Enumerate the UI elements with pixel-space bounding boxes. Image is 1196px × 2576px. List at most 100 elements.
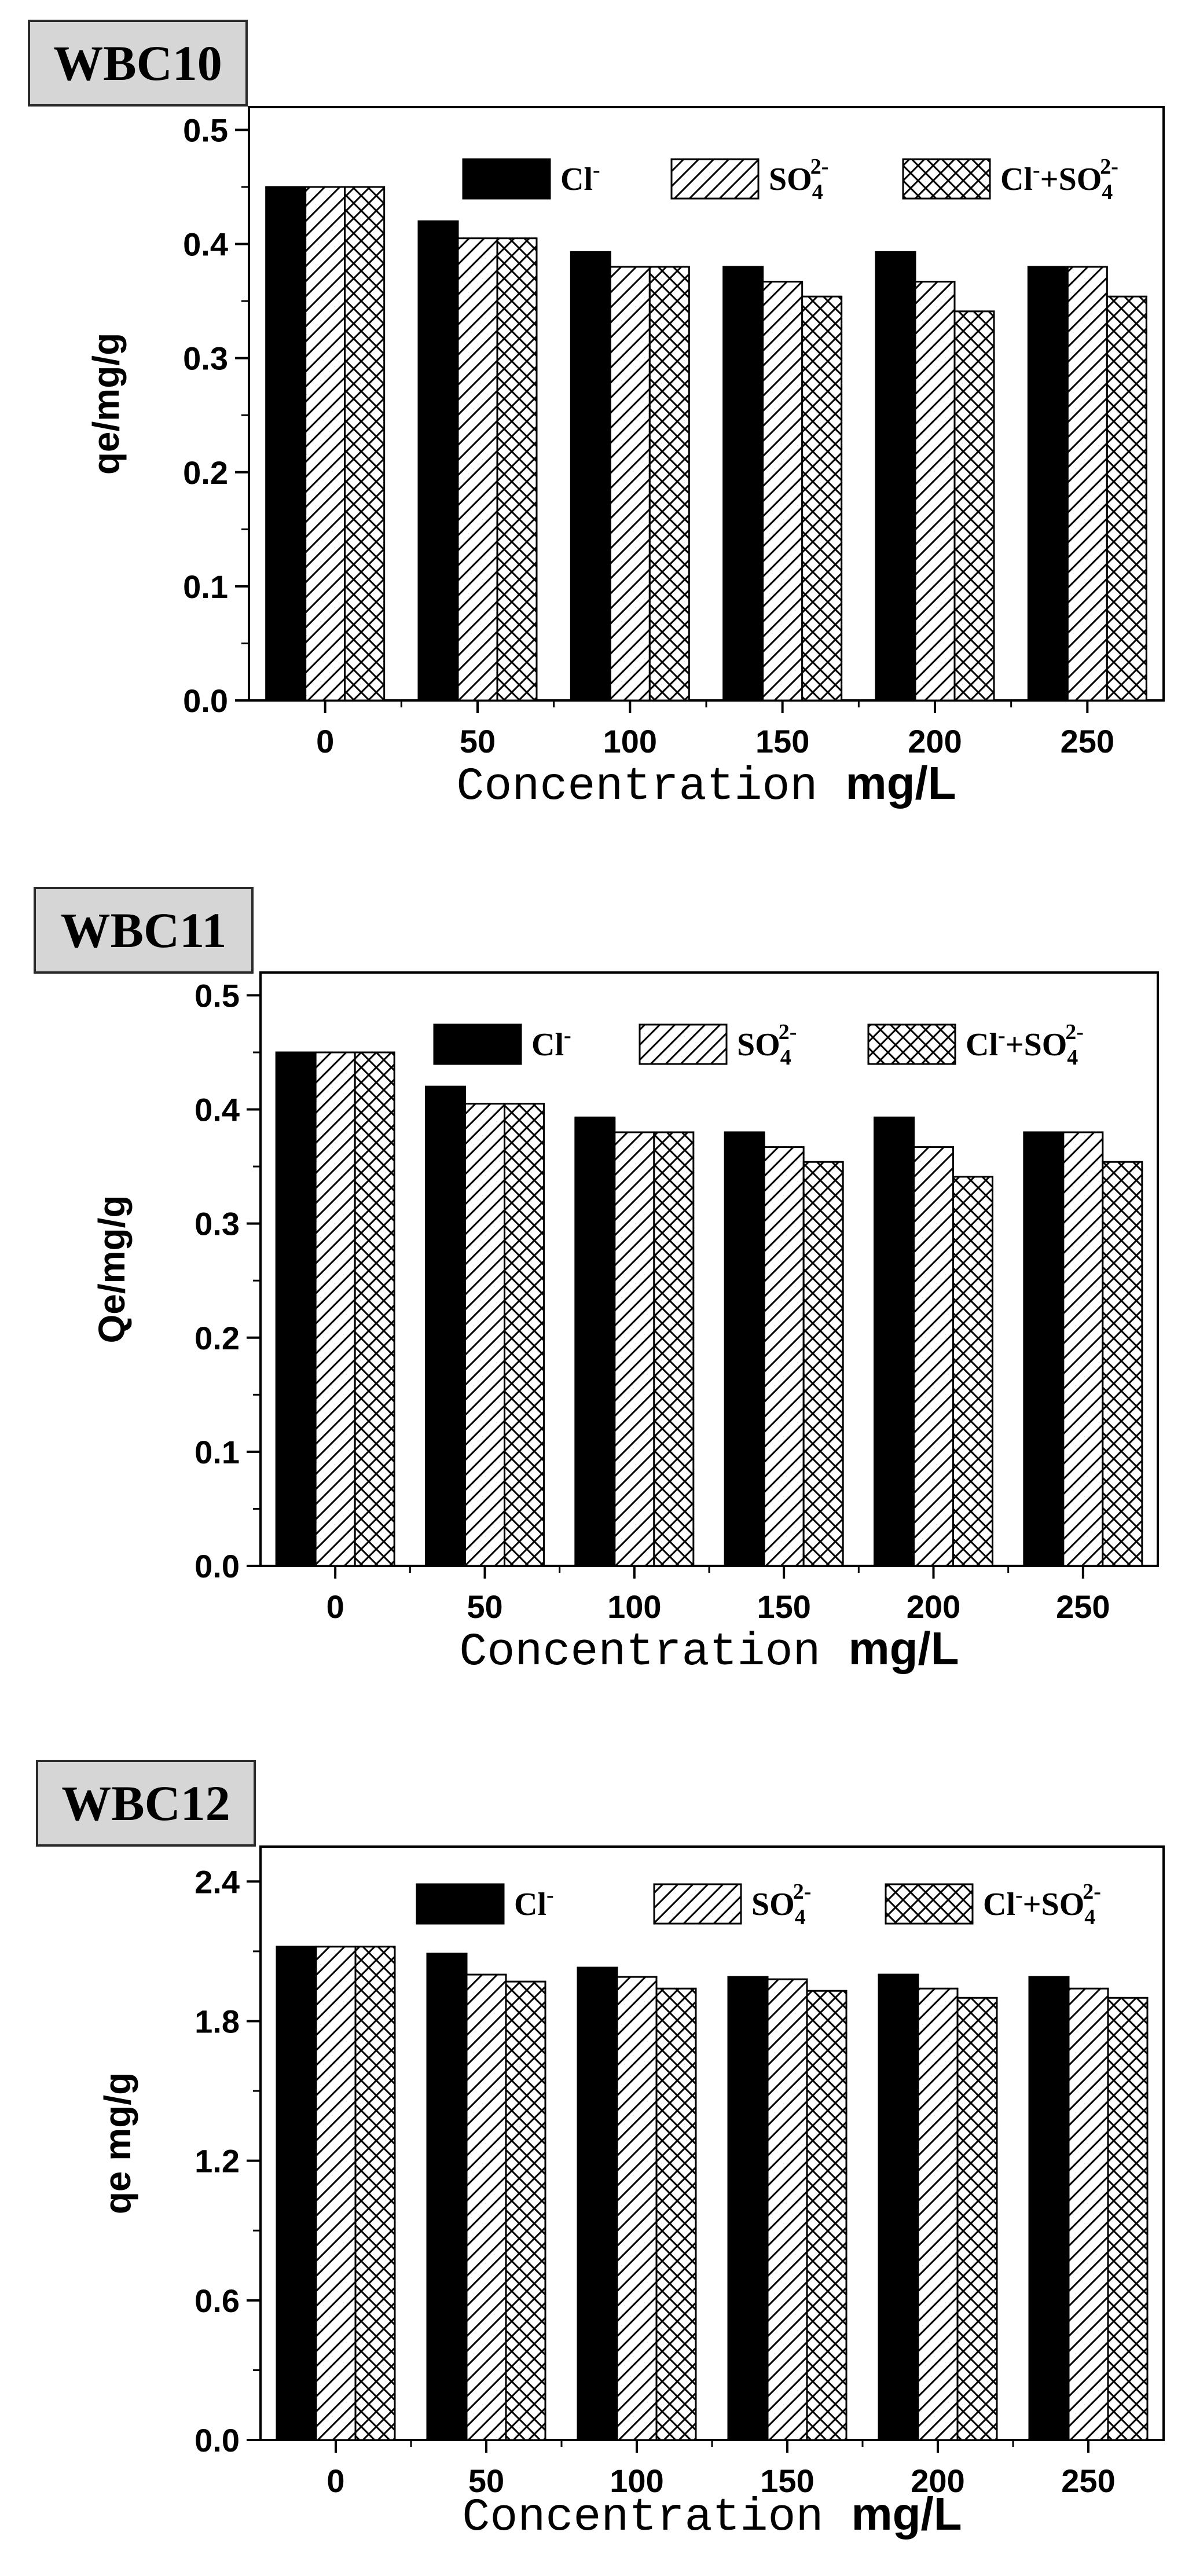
bar-cross-200 xyxy=(952,1176,993,1567)
x-tick-label: 150 xyxy=(755,723,809,759)
bar-solid-250 xyxy=(1027,266,1069,702)
bar-cross-50 xyxy=(504,1103,545,1567)
bar-cross-100 xyxy=(655,1987,697,2441)
x-tick-label: 150 xyxy=(757,1588,810,1625)
legend-label-cross: Cl-+SO42- xyxy=(1000,155,1118,204)
x-tick-label: 250 xyxy=(1056,1588,1110,1625)
y-axis-label: qe mg/g xyxy=(97,2072,138,2214)
legend-swatch-solid xyxy=(462,158,551,200)
bar-solid-150 xyxy=(724,1131,765,1567)
bar-hatch-100 xyxy=(609,266,651,702)
bar-hatch-150 xyxy=(766,1978,808,2441)
y-tick-label: 0.1 xyxy=(183,568,228,605)
bar-cross-200 xyxy=(956,1997,998,2441)
panel-label-wbc12: WBC12 xyxy=(36,1760,256,1847)
y-tick-label: 0.0 xyxy=(195,2422,240,2458)
y-tick-label: 0.3 xyxy=(195,1206,240,1242)
y-tick-label: 0.2 xyxy=(183,454,228,491)
bar-solid-0 xyxy=(265,186,307,702)
legend-label-hatch: SO42- xyxy=(769,155,828,204)
bar-solid-0 xyxy=(275,1051,317,1567)
bar-solid-100 xyxy=(574,1116,616,1567)
bar-hatch-0 xyxy=(315,1946,357,2441)
bar-hatch-250 xyxy=(1066,266,1108,702)
x-tick-label: 200 xyxy=(907,1588,960,1625)
bar-solid-50 xyxy=(425,1085,466,1567)
y-tick-label: 0.4 xyxy=(183,226,228,263)
x-tick-label: 100 xyxy=(603,723,657,759)
bar-hatch-100 xyxy=(616,1976,658,2441)
x-tick-label: 50 xyxy=(460,723,496,759)
bar-cross-250 xyxy=(1106,295,1147,702)
bar-cross-0 xyxy=(354,1051,395,1567)
y-tick-label: 0.3 xyxy=(183,340,228,377)
y-tick-label: 0.2 xyxy=(195,1320,240,1356)
y-tick-label: 0.6 xyxy=(195,2283,240,2319)
x-tick-label: 100 xyxy=(607,1588,661,1625)
bar-solid-100 xyxy=(570,251,611,702)
bar-solid-200 xyxy=(875,251,916,702)
y-tick-label: 0.0 xyxy=(195,1548,240,1584)
chart-svg-wbc10: 0.0 0.1 0.2 0.3 0.4 0.5 0 50 100 150 200 250 qe/mg/g… xyxy=(85,106,1165,813)
x-tick-label: 200 xyxy=(908,723,962,759)
x-tick-label: 0 xyxy=(326,1588,344,1625)
legend-swatch-hatch xyxy=(639,1023,728,1065)
y-axis-label: qe/mg/g xyxy=(85,333,127,475)
bar-solid-50 xyxy=(426,1953,468,2441)
bar-cross-150 xyxy=(802,1161,844,1567)
y-axis-label: Qe/mg/g xyxy=(91,1195,133,1343)
bar-cross-200 xyxy=(953,310,995,702)
chart-panel-wbc11: WBC11 0.0 0.1 0.2 0.3 0.4 0.5 0 50 100 150 200 250 Q… xyxy=(0,857,1196,1719)
x-axis-label: Concentration mg/L xyxy=(459,1623,959,1679)
x-axis-label: Concentration mg/L xyxy=(456,757,956,813)
bar-cross-100 xyxy=(648,266,690,702)
bar-hatch-150 xyxy=(762,281,804,702)
legend-swatch-hatch xyxy=(653,1883,742,1925)
bar-hatch-250 xyxy=(1062,1131,1104,1567)
bar-cross-50 xyxy=(505,1980,546,2441)
bar-solid-150 xyxy=(727,1976,769,2441)
bar-hatch-200 xyxy=(917,1987,959,2441)
panel-label-wbc10: WBC10 xyxy=(28,20,248,107)
legend-label-solid: Cl- xyxy=(531,1023,571,1063)
legend-swatch-cross xyxy=(885,1883,974,1925)
bar-hatch-100 xyxy=(614,1131,655,1567)
x-axis-label: Concentration mg/L xyxy=(462,2488,962,2544)
bar-cross-100 xyxy=(653,1131,695,1567)
bar-hatch-150 xyxy=(763,1146,805,1567)
bar-solid-100 xyxy=(577,1966,618,2441)
bar-hatch-50 xyxy=(457,237,498,702)
plot-frame xyxy=(259,1845,1165,2441)
panel-label-wbc11: WBC11 xyxy=(34,887,254,974)
bar-solid-50 xyxy=(417,220,459,702)
bar-solid-150 xyxy=(722,266,764,702)
chart-svg-wbc11: 0.0 0.1 0.2 0.3 0.4 0.5 0 50 100 150 200 250 Qe/mg/g… xyxy=(91,971,1159,1679)
bar-cross-0 xyxy=(354,1946,396,2441)
bar-solid-200 xyxy=(874,1116,915,1567)
legend-swatch-solid xyxy=(433,1023,522,1065)
bar-cross-250 xyxy=(1107,1997,1149,2441)
legend-swatch-solid xyxy=(416,1883,505,1925)
bar-cross-50 xyxy=(496,237,538,702)
bar-hatch-50 xyxy=(465,1973,507,2441)
x-tick-label: 100 xyxy=(610,2463,663,2499)
y-tick-label: 1.8 xyxy=(195,2003,240,2039)
chart-panel-wbc10: WBC10 0.0 0.1 0.2 0.3 0.4 0.5 0 50 100 150 200 250 q… xyxy=(0,0,1196,857)
legend-swatch-cross xyxy=(902,158,991,200)
bar-cross-150 xyxy=(806,1990,848,2441)
legend-label-hatch: SO42- xyxy=(751,1880,811,1929)
y-tick-label: 0.0 xyxy=(183,682,228,719)
y-tick-label: 0.5 xyxy=(183,112,228,148)
legend-label-hatch: SO42- xyxy=(737,1020,797,1070)
x-tick-label: 250 xyxy=(1061,2463,1115,2499)
legend-label-solid: Cl- xyxy=(560,158,600,197)
bar-hatch-0 xyxy=(304,186,346,702)
x-tick-label: 200 xyxy=(911,2463,964,2499)
y-tick-label: 0.5 xyxy=(195,977,240,1014)
bar-hatch-250 xyxy=(1067,1987,1109,2441)
legend-label-cross: Cl-+SO42- xyxy=(966,1020,1084,1070)
x-tick-label: 50 xyxy=(467,1588,502,1625)
y-tick-label: 0.4 xyxy=(195,1092,240,1128)
bar-hatch-200 xyxy=(913,1146,954,1567)
x-tick-label: 50 xyxy=(468,2463,504,2499)
